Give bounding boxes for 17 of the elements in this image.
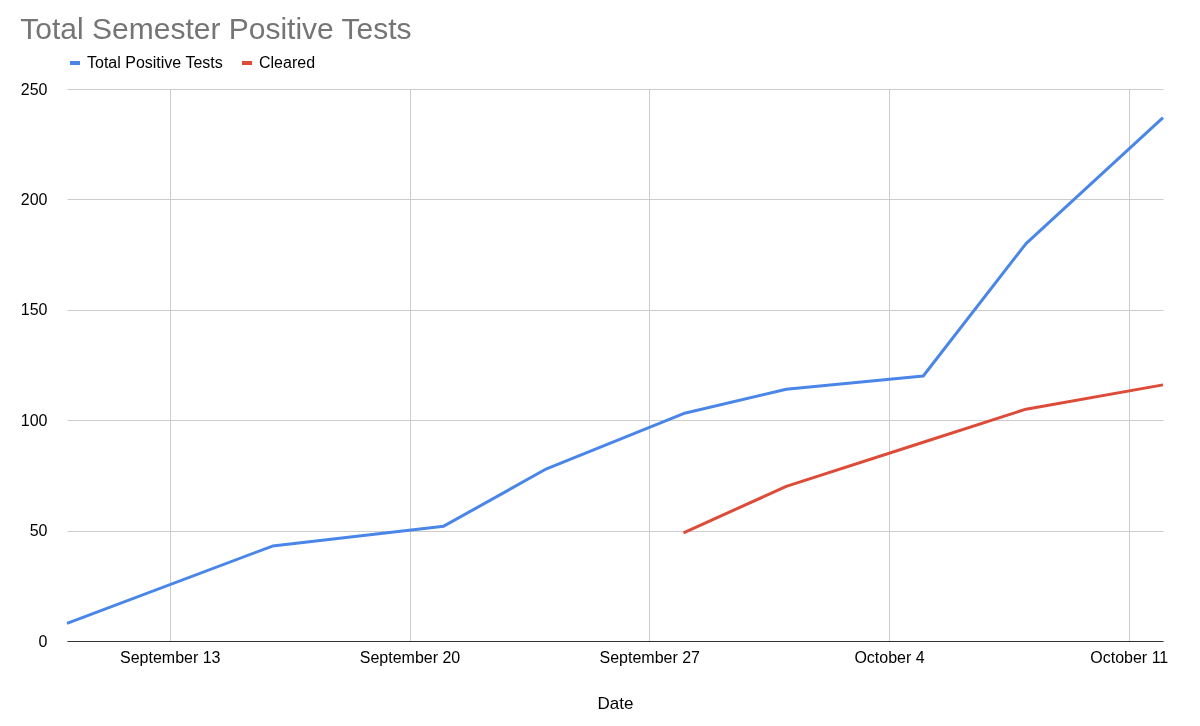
legend-label: Cleared	[259, 54, 316, 71]
x-tick-label: September 27	[599, 648, 701, 666]
x-tick-label: September 13	[119, 648, 221, 666]
y-tick-label: 50	[29, 522, 48, 540]
legend-label: Total Positive Tests	[87, 54, 223, 71]
line-series	[65, 116, 1165, 625]
x-tick-label: September 20	[359, 648, 461, 666]
x-tick-label: October 4	[854, 648, 925, 666]
x-tick-label: October 11	[1090, 648, 1169, 666]
y-tick-label: 150	[20, 301, 48, 319]
x-axis-title: Date	[597, 693, 634, 713]
y-tick-label: 200	[20, 190, 48, 208]
y-tick-label: 0	[38, 632, 48, 650]
y-tick-label: 100	[20, 411, 48, 429]
line-series	[682, 383, 1165, 535]
y-tick-label: 250	[20, 80, 48, 98]
chart-title: Total Semester Positive Tests	[20, 12, 412, 45]
